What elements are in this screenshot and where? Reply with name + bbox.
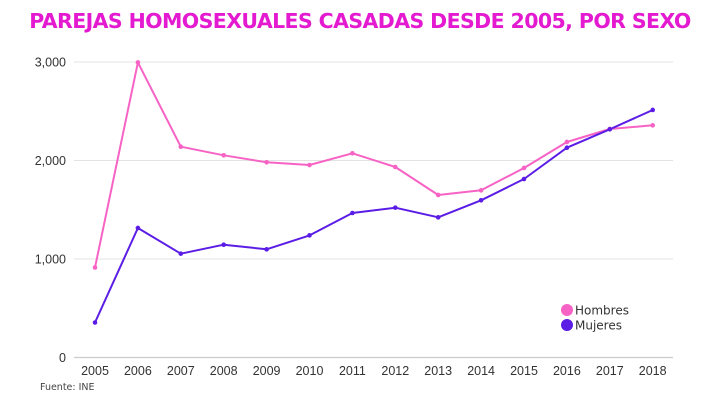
x-tick-label: 2005 [81, 364, 109, 378]
data-point-hombres [564, 139, 570, 145]
data-point-hombres [221, 152, 226, 158]
data-point-hombres [264, 159, 269, 165]
legend-label: Hombres [575, 303, 629, 317]
x-tick-label: 2018 [639, 364, 667, 378]
x-axis-ticks: 2005 2006 2007 2008 2009 2010 2011 2012 2013 2014… [81, 364, 667, 378]
data-point-mujeres [350, 210, 355, 216]
data-point-hombres [435, 192, 441, 198]
data-point-mujeres [307, 233, 312, 238]
x-tick-label: 2014 [467, 364, 495, 378]
y-tick-label: 1,000 [35, 253, 66, 267]
data-point-mujeres [607, 126, 613, 132]
data-point-hombres [135, 60, 141, 65]
data-point-hombres [350, 151, 355, 156]
data-point-hombres [478, 188, 484, 193]
y-tick-label: 2,000 [35, 154, 66, 168]
data-point-hombres [178, 144, 184, 150]
x-tick-label: 2007 [167, 364, 195, 378]
data-point-mujeres [478, 197, 484, 203]
x-tick-label: 2009 [253, 364, 281, 378]
data-point-hombres [307, 162, 312, 168]
x-tick-label: 2012 [381, 364, 409, 378]
data-point-mujeres [564, 145, 570, 150]
data-point-hombres [650, 123, 655, 128]
data-point-mujeres [521, 176, 527, 182]
source-note: Fuente: INE [40, 382, 95, 393]
data-point-mujeres [178, 251, 184, 256]
x-tick-label: 2008 [210, 364, 238, 378]
x-tick-label: 2006 [124, 364, 152, 378]
chart-title: PAREJAS HOMOSEXUALES CASADAS DESDE 2005,… [29, 9, 691, 33]
x-tick-label: 2011 [339, 364, 366, 378]
data-point-mujeres [435, 215, 441, 220]
data-point-mujeres [221, 242, 226, 248]
x-tick-label: 2016 [553, 364, 581, 378]
series-line-mujeres [94, 109, 654, 323]
data-point-mujeres [92, 320, 98, 325]
data-point-mujeres [135, 225, 141, 231]
x-tick-label: 2010 [296, 364, 324, 378]
data-point-hombres [393, 164, 398, 170]
data-point-hombres [521, 165, 527, 171]
data-point-mujeres [264, 247, 269, 252]
legend-swatch [561, 319, 573, 331]
y-tick-label: 0 [59, 351, 66, 365]
x-tick-label: 2017 [596, 364, 624, 378]
y-tick-label: 3,000 [35, 56, 66, 70]
x-tick-label: 2015 [510, 364, 538, 378]
data-point-mujeres [393, 205, 398, 210]
legend-item-mujeres: Mujeres [561, 318, 622, 332]
series-line-hombres [94, 61, 653, 268]
data-point-mujeres [650, 107, 655, 113]
legend-item-hombres: Hombres [561, 303, 629, 317]
y-axis-ticks: 0 1,000 2,000 3,000 [35, 56, 66, 366]
x-tick-label: 2013 [424, 364, 452, 378]
series-points [92, 60, 655, 325]
legend-label: Mujeres [575, 318, 622, 332]
series-lines [94, 61, 654, 323]
legend-swatch [561, 304, 573, 316]
data-point-hombres [92, 265, 98, 270]
